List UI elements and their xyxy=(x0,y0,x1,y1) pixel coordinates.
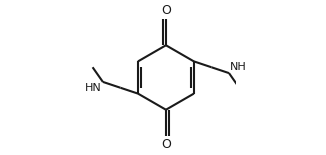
Text: O: O xyxy=(161,4,171,17)
Text: O: O xyxy=(161,138,171,151)
Text: NH: NH xyxy=(230,62,246,72)
Text: HN: HN xyxy=(85,83,102,93)
